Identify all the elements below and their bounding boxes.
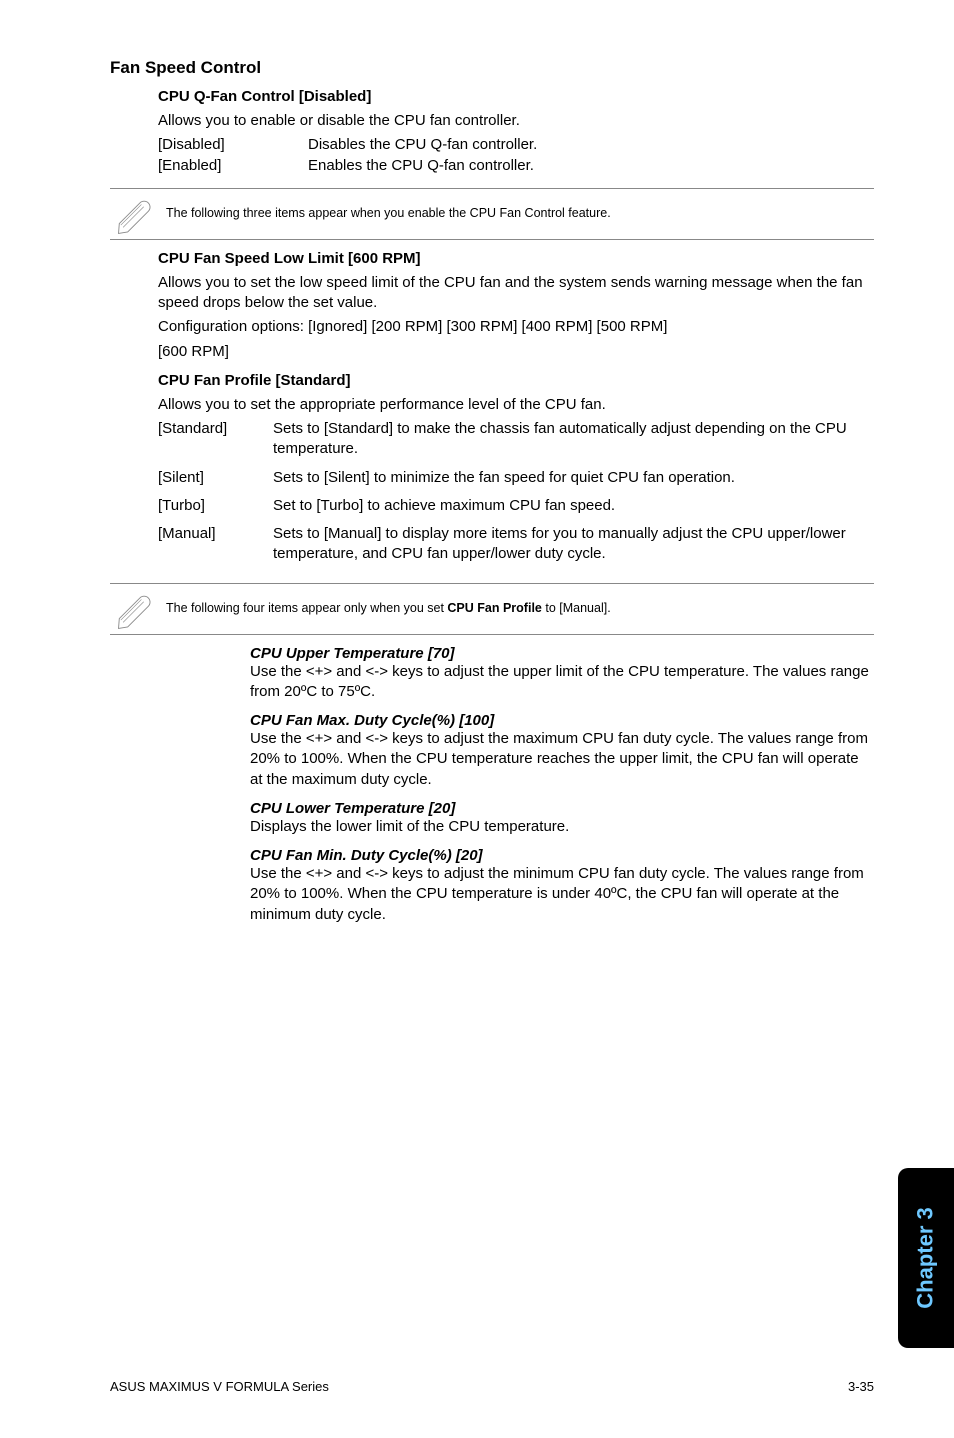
- definition-row: [Standard] Sets to [Standard] to make th…: [158, 419, 874, 460]
- footer-left: ASUS MAXIMUS V FORMULA Series: [110, 1379, 329, 1394]
- def-label: [Turbo]: [158, 496, 273, 516]
- sub-body: Displays the lower limit of the CPU temp…: [250, 817, 874, 837]
- def-value: Enables the CPU Q-fan controller.: [308, 156, 874, 176]
- definition-row: [Silent] Sets to [Silent] to minimize th…: [158, 468, 874, 488]
- chapter-tab: Chapter 3: [898, 1168, 954, 1348]
- sub-heading: CPU Fan Min. Duty Cycle(%) [20]: [250, 847, 874, 864]
- def-value: Set to [Turbo] to achieve maximum CPU fa…: [273, 496, 874, 516]
- body-text: Configuration options: [Ignored] [200 RP…: [158, 317, 874, 337]
- sub-body: Use the <+> and <-> keys to adjust the m…: [250, 729, 874, 790]
- note-text-bold: CPU Fan Profile: [447, 601, 541, 615]
- subsection-heading: CPU Fan Speed Low Limit [600 RPM]: [158, 250, 874, 267]
- sub-heading: CPU Upper Temperature [70]: [250, 645, 874, 662]
- body-text: Allows you to set the low speed limit of…: [158, 273, 874, 314]
- sub-heading: CPU Fan Max. Duty Cycle(%) [100]: [250, 712, 874, 729]
- def-label: [Manual]: [158, 524, 273, 565]
- def-value: Sets to [Manual] to display more items f…: [273, 524, 874, 565]
- page-footer: ASUS MAXIMUS V FORMULA Series 3-35: [110, 1379, 874, 1394]
- sub-heading: CPU Lower Temperature [20]: [250, 800, 874, 817]
- note-box: The following four items appear only whe…: [110, 583, 874, 635]
- def-value: Disables the CPU Q-fan controller.: [308, 135, 874, 155]
- sub-body: Use the <+> and <-> keys to adjust the u…: [250, 662, 874, 703]
- body-text: Allows you to set the appropriate perfor…: [158, 395, 874, 415]
- page-content: Fan Speed Control CPU Q-Fan Control [Dis…: [0, 0, 954, 925]
- def-label: [Disabled]: [158, 135, 308, 155]
- body-text: Allows you to enable or disable the CPU …: [158, 111, 874, 131]
- def-label: [Silent]: [158, 468, 273, 488]
- subsection-heading: CPU Q-Fan Control [Disabled]: [158, 88, 874, 105]
- chapter-tab-text: Chapter 3: [913, 1207, 939, 1308]
- note-text: The following four items appear only whe…: [166, 594, 611, 624]
- note-text-post: to [Manual].: [542, 601, 611, 615]
- definition-row: [Turbo] Set to [Turbo] to achieve maximu…: [158, 496, 874, 516]
- definition-row: [Disabled] Disables the CPU Q-fan contro…: [158, 135, 874, 155]
- def-value: Sets to [Standard] to make the chassis f…: [273, 419, 874, 460]
- note-text-pre: The following four items appear only whe…: [166, 601, 447, 615]
- def-value: Sets to [Silent] to minimize the fan spe…: [273, 468, 874, 488]
- subsection-heading: CPU Fan Profile [Standard]: [158, 372, 874, 389]
- note-box: The following three items appear when yo…: [110, 188, 874, 240]
- section-title: Fan Speed Control: [110, 58, 874, 78]
- def-label: [Enabled]: [158, 156, 308, 176]
- sub-body: Use the <+> and <-> keys to adjust the m…: [250, 864, 874, 925]
- pencil-icon: [110, 588, 166, 630]
- definition-row: [Manual] Sets to [Manual] to display mor…: [158, 524, 874, 565]
- def-label: [Standard]: [158, 419, 273, 460]
- definition-row: [Enabled] Enables the CPU Q-fan controll…: [158, 156, 874, 176]
- note-text: The following three items appear when yo…: [166, 199, 611, 229]
- body-text: [600 RPM]: [158, 342, 874, 362]
- footer-right: 3-35: [848, 1379, 874, 1394]
- pencil-icon: [110, 193, 166, 235]
